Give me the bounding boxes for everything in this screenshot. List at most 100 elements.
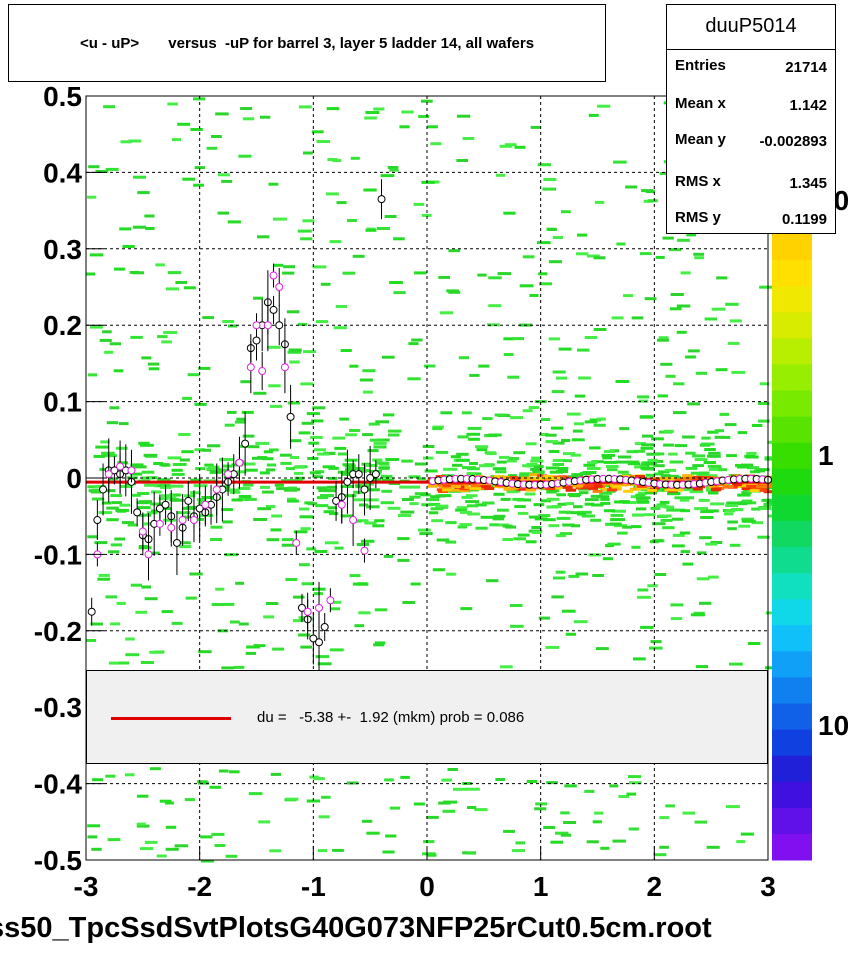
stat-row-mean-y: Mean y -0.002893 <box>675 131 827 161</box>
heat-cell <box>660 362 673 366</box>
heat-cell <box>552 458 566 462</box>
heat-cell <box>539 433 549 436</box>
heat-cell <box>651 437 664 441</box>
heat-cell <box>229 620 240 624</box>
heat-cell <box>113 369 124 373</box>
heat-cell <box>573 620 588 624</box>
heat-cell <box>337 470 351 474</box>
heat-cell <box>551 390 565 394</box>
heat-cell <box>227 220 241 224</box>
stats-name: duuP5014 <box>705 15 797 37</box>
heat-cell <box>262 490 274 494</box>
heat-cell <box>629 487 640 491</box>
heat-cell <box>99 338 112 342</box>
heat-cell <box>635 475 645 478</box>
heat-cell <box>329 240 342 244</box>
heat-cell <box>615 460 629 464</box>
heat-cell <box>344 464 356 468</box>
heat-cell <box>222 320 235 323</box>
heat-cell <box>238 622 249 626</box>
heat-cell <box>686 233 696 237</box>
stat-key: Mean x <box>675 95 726 112</box>
heat-cell <box>545 440 559 444</box>
heat-cell <box>499 475 510 479</box>
heat-cell <box>119 227 132 231</box>
heat-cell <box>255 441 270 445</box>
heat-cell <box>326 192 339 196</box>
heat-cell <box>673 411 687 415</box>
heat-cell <box>575 572 589 576</box>
heat-cell <box>159 799 172 803</box>
heat-cell <box>424 364 436 368</box>
heat-cell <box>731 508 744 512</box>
heat-cell <box>201 448 211 452</box>
heat-cell <box>253 391 267 395</box>
heat-cell <box>674 444 688 448</box>
heat-cell <box>551 595 564 599</box>
heat-cell <box>564 784 577 788</box>
heat-cell <box>426 815 439 819</box>
stat-value: 0.1199 <box>781 211 827 228</box>
heat-cell <box>469 373 480 377</box>
heat-cell <box>715 368 728 372</box>
stat-row-mean-x: Mean x 1.142 <box>675 95 827 125</box>
heat-cell <box>193 183 204 187</box>
palette-cell <box>772 442 812 470</box>
heat-cell <box>248 445 260 449</box>
heat-cell <box>218 769 229 773</box>
heat-cell <box>533 503 545 507</box>
heat-cell <box>640 446 654 450</box>
heat-cell <box>345 433 357 437</box>
heat-cell <box>302 219 315 223</box>
heat-cell <box>481 485 492 489</box>
heat-cell <box>646 488 657 492</box>
heat-cell <box>636 486 647 490</box>
heat-cell <box>589 446 601 450</box>
profile-point-black <box>320 622 329 631</box>
heat-cell <box>560 811 570 815</box>
heat-cell <box>513 451 526 455</box>
heat-cell <box>361 819 373 823</box>
heat-cell <box>529 294 539 297</box>
profile-point-magenta <box>258 367 267 376</box>
heat-cell <box>583 484 594 488</box>
heat-cell <box>542 187 556 191</box>
heat-cell <box>584 789 595 793</box>
heat-cell <box>561 210 571 214</box>
heat-cell <box>546 497 560 501</box>
heat-cell <box>227 410 237 414</box>
heat-cell <box>107 838 121 842</box>
heat-cell <box>190 491 201 495</box>
heat-cell <box>589 418 601 422</box>
heat-cell <box>596 495 609 499</box>
palette-cell <box>772 312 812 339</box>
heat-cell <box>403 497 414 501</box>
heat-cell <box>631 525 642 529</box>
heat-cell <box>508 457 519 460</box>
heat-cell <box>372 524 385 528</box>
heat-cell <box>231 498 243 502</box>
profile-point-magenta <box>235 458 244 467</box>
heat-cell <box>246 645 260 649</box>
heat-cell <box>650 640 662 644</box>
heat-cell <box>421 180 435 184</box>
heat-cell <box>329 648 344 652</box>
heat-cell <box>456 506 468 510</box>
y-tick-label: -0.2 <box>34 616 82 647</box>
heat-cell <box>119 503 131 507</box>
heat-cell <box>308 441 319 445</box>
heat-cell <box>551 505 562 509</box>
heat-cell <box>725 504 738 507</box>
heat-cell <box>573 484 583 488</box>
heat-cell <box>503 487 514 491</box>
palette-cell <box>772 625 812 652</box>
heat-cell <box>215 587 225 591</box>
heat-cell <box>195 467 206 471</box>
heat-cell <box>545 433 557 437</box>
heat-cell <box>288 348 302 352</box>
heat-cell <box>324 541 339 545</box>
heat-cell <box>663 505 674 509</box>
heat-cell <box>470 484 481 488</box>
heat-cell <box>397 514 412 517</box>
heat-cell <box>138 441 150 445</box>
